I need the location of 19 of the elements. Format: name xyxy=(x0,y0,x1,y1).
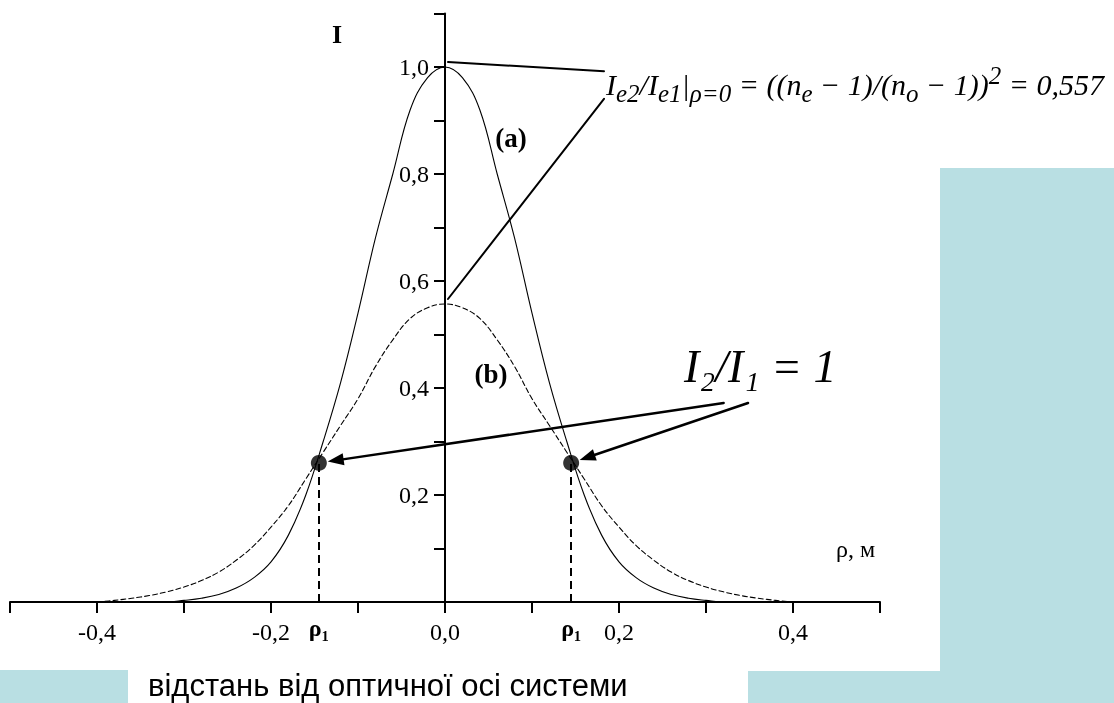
y-tick-label: 0,8 xyxy=(399,161,429,187)
x-tick-label: 0,0 xyxy=(430,619,460,645)
x-tick-label: 0,4 xyxy=(778,619,808,645)
y-tick-label: 0,4 xyxy=(399,375,429,401)
y-tick-label: 0,2 xyxy=(399,482,429,508)
x-tick-label: 0,2 xyxy=(604,619,634,645)
y-axis-title: I xyxy=(331,19,343,50)
y-tick-label: 1,0 xyxy=(399,54,429,80)
x-tick-label: -0,4 xyxy=(78,619,116,645)
series-label: (a) xyxy=(495,122,527,154)
ref-line-label: ρ₁ xyxy=(308,615,329,641)
text: відстань від оптичної осі системи xyxy=(148,668,628,703)
y-tick-label: 0,6 xyxy=(399,268,429,294)
ref-line-label: ρ₁ xyxy=(561,615,582,641)
series-label: (b) xyxy=(474,358,508,390)
text: I$_{e2}$/I$_{e1}$|$_{ρ=0}$ = ((n$_{e}$ − 1)/(n$_{o}$ − 1))$^{2}$ = 0,557 xyxy=(606,62,1105,107)
annotation: I₂/I₁ = 1 xyxy=(684,340,837,393)
x-tick-label: -0,2 xyxy=(252,619,290,645)
x-axis-title: ρ, м xyxy=(836,535,876,563)
